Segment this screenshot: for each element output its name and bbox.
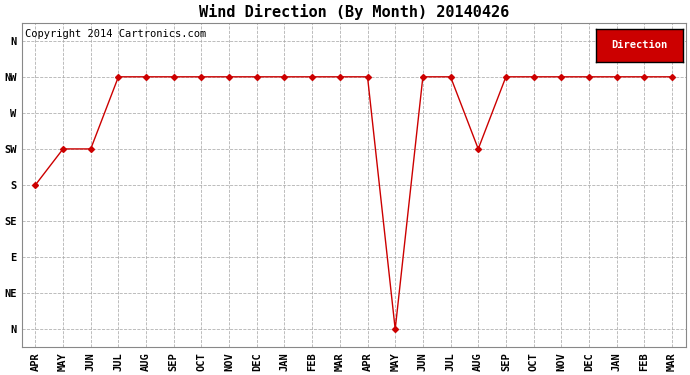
Text: Copyright 2014 Cartronics.com: Copyright 2014 Cartronics.com bbox=[25, 29, 206, 39]
Title: Wind Direction (By Month) 20140426: Wind Direction (By Month) 20140426 bbox=[199, 4, 509, 20]
